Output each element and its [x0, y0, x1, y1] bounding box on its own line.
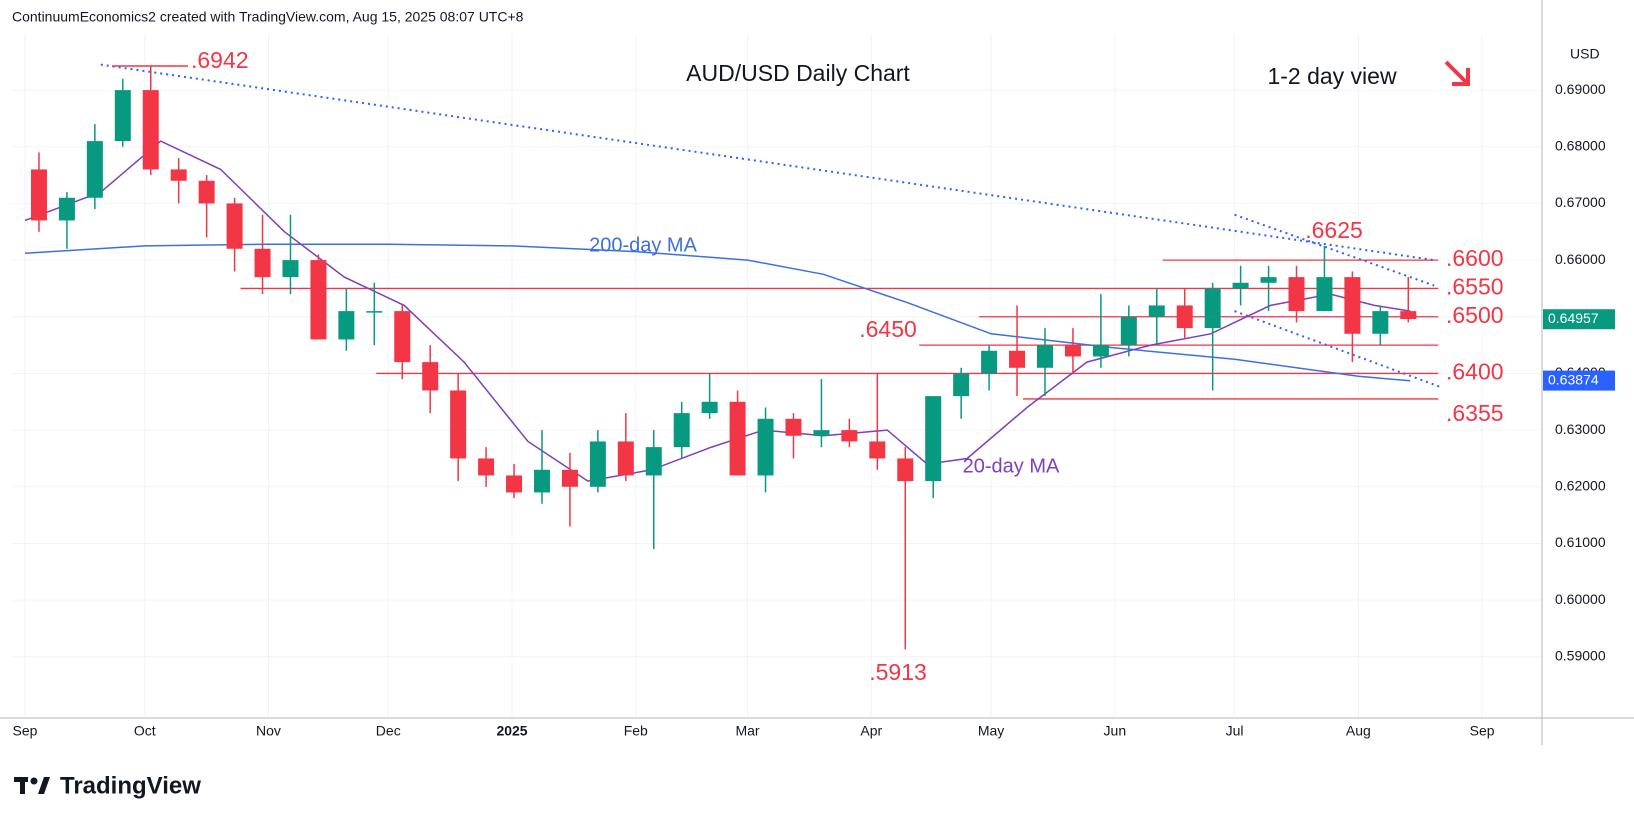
ma-line: [24, 243, 1411, 382]
candle-body: [1176, 305, 1193, 329]
candle-body: [366, 311, 383, 313]
x-tick-label: Feb: [624, 723, 648, 739]
candle-body: [1232, 282, 1249, 289]
candle-body: [1204, 288, 1221, 329]
y-tick-label: 0.67000: [1555, 194, 1606, 210]
y-tick-label: 0.66000: [1555, 251, 1606, 267]
candle-body: [506, 475, 523, 493]
candle-body: [1009, 350, 1026, 368]
candle-body: [338, 311, 355, 340]
candle-body: [254, 248, 271, 278]
candle-body: [1372, 311, 1389, 334]
candle-body: [394, 311, 411, 363]
level-label: .6500: [1446, 302, 1504, 328]
price-label: 0.63874: [1548, 371, 1599, 387]
currency: USD: [1570, 46, 1600, 62]
candle-body: [478, 458, 495, 476]
candle-body: [310, 260, 327, 340]
candle-body: [673, 413, 690, 448]
candle-body: [1036, 345, 1053, 368]
x-tick-label: Jul: [1226, 723, 1244, 739]
y-tick-label: 0.60000: [1555, 591, 1606, 607]
candle-body: [1400, 311, 1417, 320]
annotation: .5913: [869, 659, 927, 685]
price-label-box: [1543, 309, 1615, 330]
chart-title: AUD/USD Daily Chart: [686, 60, 910, 86]
candle-body: [282, 260, 299, 278]
candle-body: [226, 203, 243, 249]
candle-body: [925, 396, 942, 482]
logo-mark: [14, 777, 50, 794]
candle-body: [198, 180, 215, 204]
candle-body: [701, 401, 718, 414]
candle-body: [813, 430, 830, 436]
x-tick-label: Apr: [860, 723, 882, 739]
candle-body: [1064, 345, 1081, 357]
candle-body: [142, 90, 159, 170]
annotation: .6942: [191, 47, 249, 73]
x-tick-label: Oct: [134, 723, 156, 739]
candle-body: [30, 169, 47, 221]
x-tick-label: Nov: [256, 723, 281, 739]
candle-body: [645, 447, 662, 476]
x-tick-label: Sep: [1470, 723, 1495, 739]
candle-body: [589, 441, 606, 487]
y-tick-label: 0.68000: [1555, 137, 1606, 153]
candle-body: [1120, 316, 1137, 346]
candle-body: [981, 350, 998, 374]
candle-body: [1288, 277, 1305, 312]
ma-label: 200-day MA: [589, 234, 697, 256]
candle-body: [757, 418, 774, 476]
candle-body: [533, 469, 550, 493]
candle-body: [450, 390, 467, 459]
candle-body: [869, 441, 886, 459]
annotation: .6625: [1305, 217, 1363, 243]
level-label: .6550: [1446, 274, 1504, 300]
x-tick-label: Dec: [376, 723, 401, 739]
candle-body: [953, 373, 970, 397]
y-tick-label: 0.63000: [1555, 421, 1606, 437]
trendline: [1234, 310, 1443, 389]
ma-label: 20-day MA: [963, 455, 1060, 477]
x-tick-label: May: [978, 723, 1004, 739]
candle-body: [58, 197, 75, 221]
y-tick-label: 0.59000: [1555, 648, 1606, 664]
x-tick-label: Sep: [13, 723, 38, 739]
candle-body: [1344, 277, 1361, 334]
candle-body: [729, 401, 746, 476]
level-label: .6355: [1446, 400, 1504, 426]
logo: TradingView: [60, 772, 201, 799]
price-label-box: [1543, 370, 1615, 391]
x-tick-label: 2025: [496, 723, 527, 739]
candle-body: [785, 418, 802, 436]
y-tick-label: 0.62000: [1555, 477, 1606, 493]
y-tick-label: 0.61000: [1555, 534, 1606, 550]
down-arrow: [1444, 60, 1470, 86]
candle-body: [170, 169, 187, 181]
x-tick-label: Jun: [1104, 723, 1127, 739]
candle-body: [1148, 305, 1165, 317]
x-tick-label: Mar: [735, 723, 759, 739]
candle-body: [86, 141, 103, 198]
candle-body: [841, 430, 858, 442]
plot: 0.590000.600000.610000.620000.630000.640…: [0, 0, 1634, 745]
candle-body: [617, 441, 634, 476]
subtitle: 1-2 day view: [1267, 63, 1397, 89]
trendline: [100, 63, 1435, 262]
candle-body: [422, 362, 439, 391]
candle-body: [897, 458, 914, 482]
candle-body: [1260, 277, 1277, 283]
price-label: 0.64957: [1548, 310, 1599, 326]
level-label: .6600: [1446, 245, 1504, 271]
level-label: .6400: [1446, 359, 1504, 385]
candle-body: [1092, 345, 1109, 357]
candle-body: [114, 90, 131, 142]
x-tick-label: Aug: [1346, 723, 1371, 739]
y-tick-label: 0.69000: [1555, 81, 1606, 97]
level-label: .6450: [859, 316, 917, 342]
candle-body: [1316, 277, 1333, 312]
header: ContinuumEconomics2 created with Trading…: [12, 9, 524, 25]
candle-body: [561, 469, 578, 487]
